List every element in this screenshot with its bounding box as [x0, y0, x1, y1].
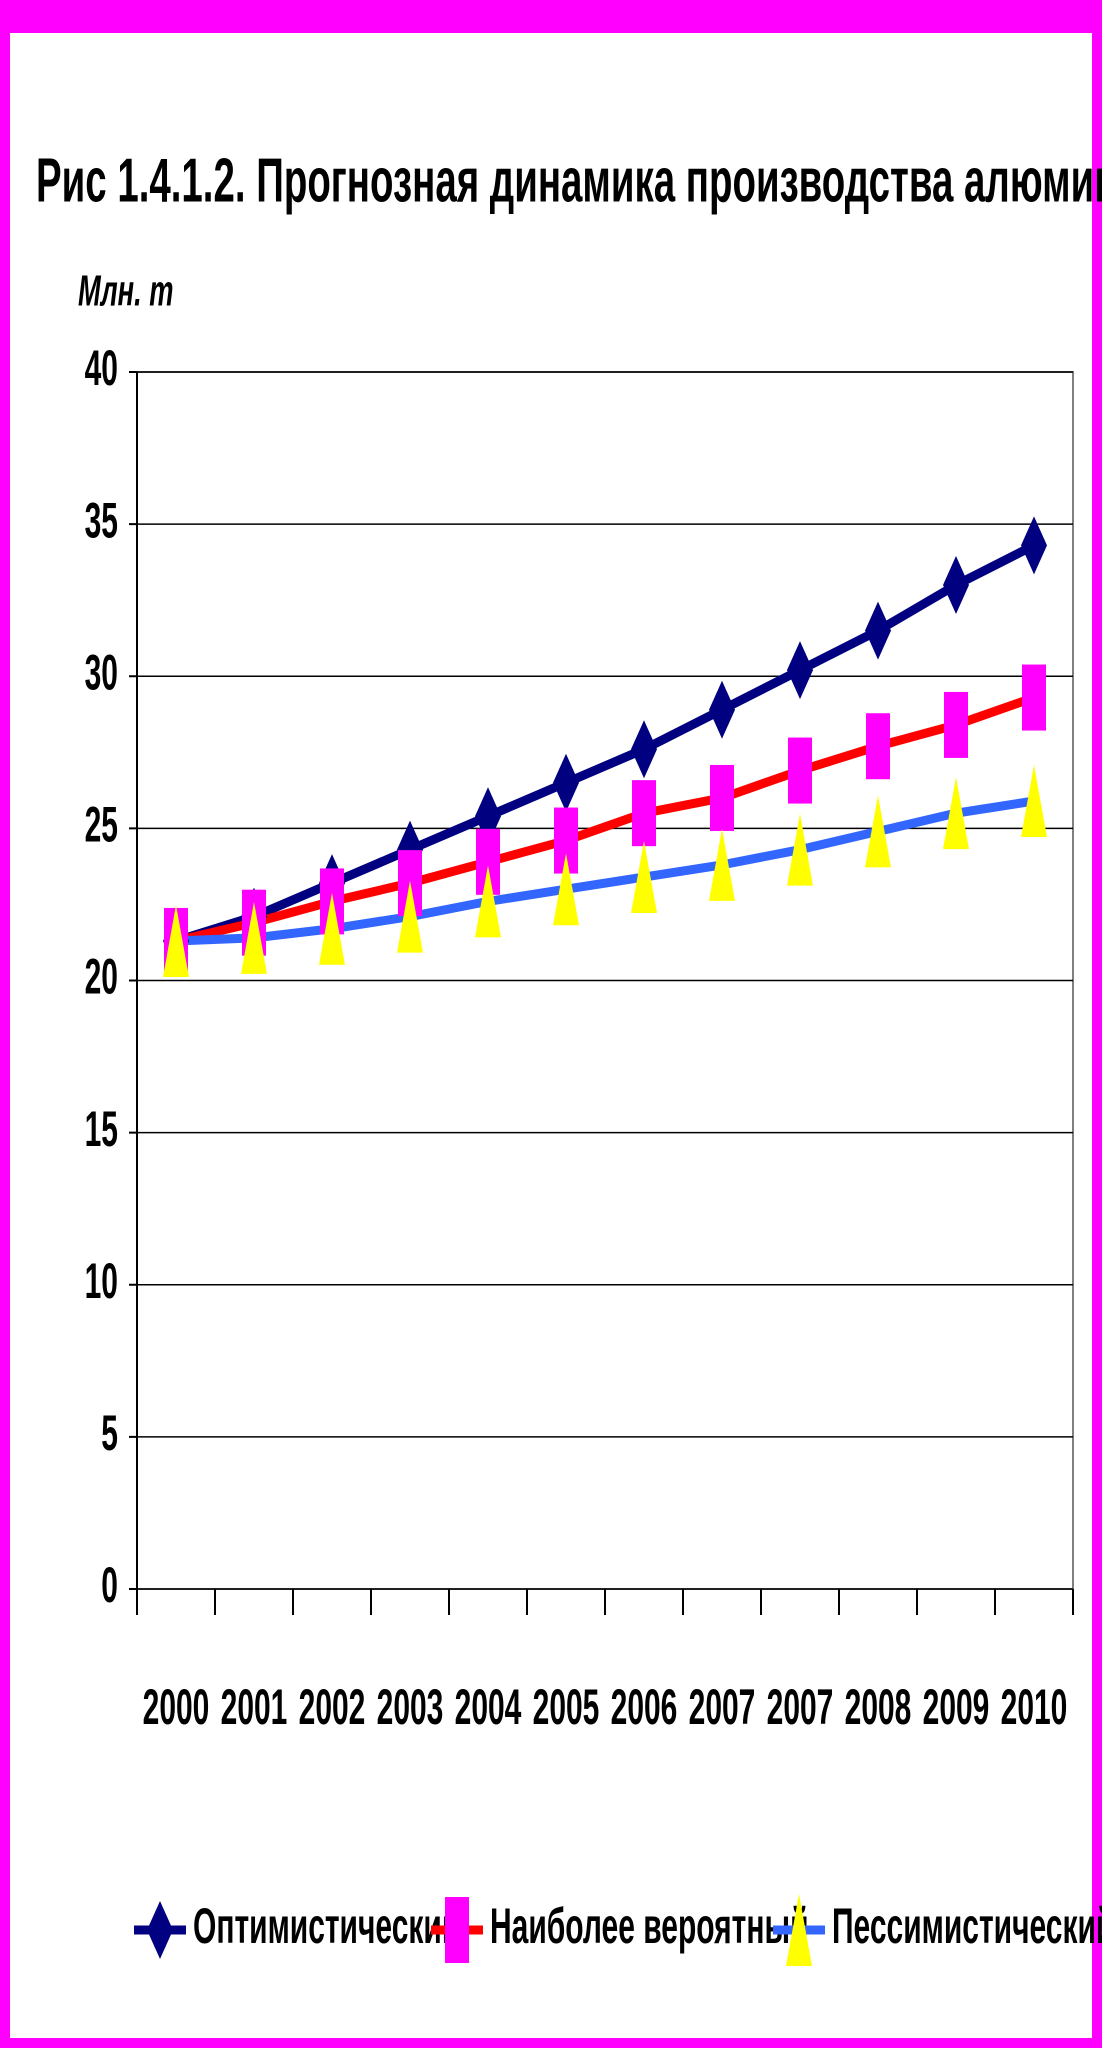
data-point [709, 828, 735, 901]
data-point [1022, 664, 1046, 731]
data-point [397, 880, 423, 953]
x-tick-label: 2010 [1001, 1679, 1068, 1735]
data-point [709, 680, 735, 739]
legend-label: Пессимистический [832, 1898, 1102, 1954]
y-tick-label: 10 [85, 1253, 118, 1309]
data-point [475, 865, 501, 938]
x-tick-label: 2009 [923, 1679, 990, 1735]
y-tick-label: 20 [85, 949, 118, 1005]
y-tick-label: 35 [85, 492, 118, 548]
data-point [631, 720, 657, 779]
x-tick-label: 2008 [845, 1679, 912, 1735]
x-tick-label: 2007 [767, 1679, 834, 1735]
data-point [865, 601, 891, 660]
y-tick-label: 15 [85, 1101, 118, 1157]
data-point [1021, 764, 1047, 837]
y-tick-label: 30 [85, 645, 118, 701]
legend-label: Оптимистический [193, 1898, 460, 1954]
data-point [1021, 516, 1047, 575]
data-point [163, 904, 189, 977]
y-tick-label: 0 [101, 1557, 118, 1613]
data-point [632, 780, 656, 847]
series-line [174, 541, 1037, 946]
background [10, 33, 1092, 2038]
data-point [787, 641, 813, 700]
y-tick-label: 5 [101, 1405, 118, 1461]
x-tick-label: 2001 [221, 1679, 288, 1735]
data-point [710, 764, 734, 831]
data-point [943, 555, 969, 614]
series-line [174, 693, 1036, 946]
y-axis-label: Млн. т [78, 266, 174, 315]
x-tick-label: 2007 [689, 1679, 756, 1735]
data-point [319, 892, 345, 965]
legend-label: Наиболее вероятный [490, 1898, 809, 1954]
x-tick-label: 2002 [299, 1679, 366, 1735]
data-point [865, 795, 891, 868]
marker-square [445, 1897, 469, 1963]
x-tick-label: 2006 [611, 1679, 678, 1735]
x-tick-label: 2000 [143, 1679, 210, 1735]
x-tick-label: 2004 [455, 1679, 522, 1735]
y-tick-label: 40 [85, 340, 118, 396]
data-point [631, 841, 657, 914]
data-point [866, 713, 890, 780]
x-tick-label: 2003 [377, 1679, 444, 1735]
data-point [553, 753, 579, 812]
data-point [787, 813, 813, 886]
series-line [175, 796, 1035, 946]
data-point [944, 691, 968, 758]
data-point [241, 901, 267, 974]
marker-triangle [786, 1894, 812, 1966]
data-point [943, 777, 969, 850]
data-point [553, 853, 579, 926]
marker-diamond [147, 1901, 173, 1959]
y-tick-label: 25 [85, 797, 118, 853]
x-tick-label: 2005 [533, 1679, 600, 1735]
data-point [788, 737, 812, 804]
chart-title: Рис 1.4.1.2. Прогнозная динамика произво… [36, 145, 1102, 215]
